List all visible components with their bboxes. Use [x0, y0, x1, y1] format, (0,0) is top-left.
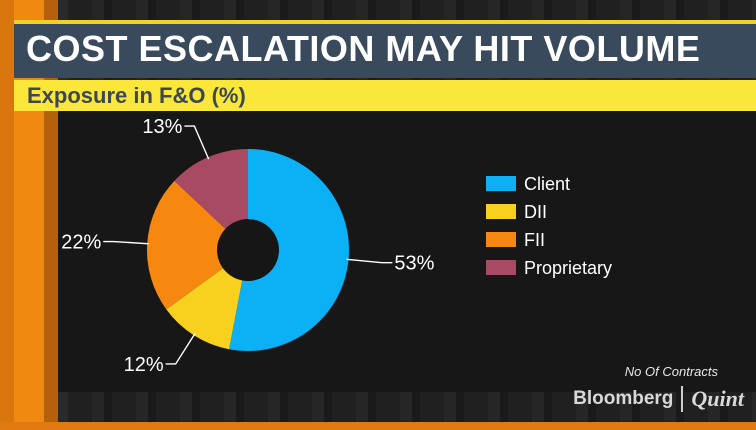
- legend-swatch-dii: [486, 204, 516, 219]
- bottom-strip: [0, 422, 756, 430]
- label-leader-line: [184, 125, 210, 160]
- legend-label-proprietary: Proprietary: [524, 258, 612, 278]
- legend-swatch-client: [486, 176, 516, 191]
- logo-quint: Quint: [691, 386, 744, 411]
- legend-label-client: Client: [524, 174, 570, 194]
- legend-swatch-fii: [486, 232, 516, 247]
- data-label-dii: 12%: [124, 354, 164, 376]
- logo-divider: [681, 386, 684, 412]
- donut-hole: [217, 219, 279, 281]
- data-label-proprietary: 13%: [142, 116, 182, 138]
- subtitle-bar: Exposure in F&O (%): [14, 80, 756, 111]
- data-label-fii: 22%: [61, 232, 101, 254]
- pie-slice-fii: [147, 180, 248, 310]
- legend-swatch-proprietary: [486, 260, 516, 275]
- brand-logo: Bloomberg Quint: [573, 382, 744, 416]
- pie-slice-proprietary: [174, 149, 248, 250]
- label-leader-line: [346, 258, 393, 264]
- legend-label-dii: DII: [524, 202, 547, 222]
- chart-note: No Of Contracts: [624, 364, 718, 379]
- background-stripe: [0, 0, 14, 430]
- pie-slice-client: [229, 148, 350, 352]
- label-leader-line: [103, 240, 150, 245]
- pie-slice-dii: [166, 250, 248, 350]
- data-label-client: 53%: [394, 253, 434, 275]
- legend-label-fii: FII: [524, 230, 545, 250]
- chart-title: COST ESCALATION MAY HIT VOLUME: [26, 28, 701, 69]
- logo-bloomberg: Bloomberg: [573, 388, 674, 409]
- title-bar: COST ESCALATION MAY HIT VOLUME: [14, 20, 756, 78]
- label-leader-line: [165, 333, 196, 365]
- chart-subtitle: Exposure in F&O (%): [27, 83, 246, 108]
